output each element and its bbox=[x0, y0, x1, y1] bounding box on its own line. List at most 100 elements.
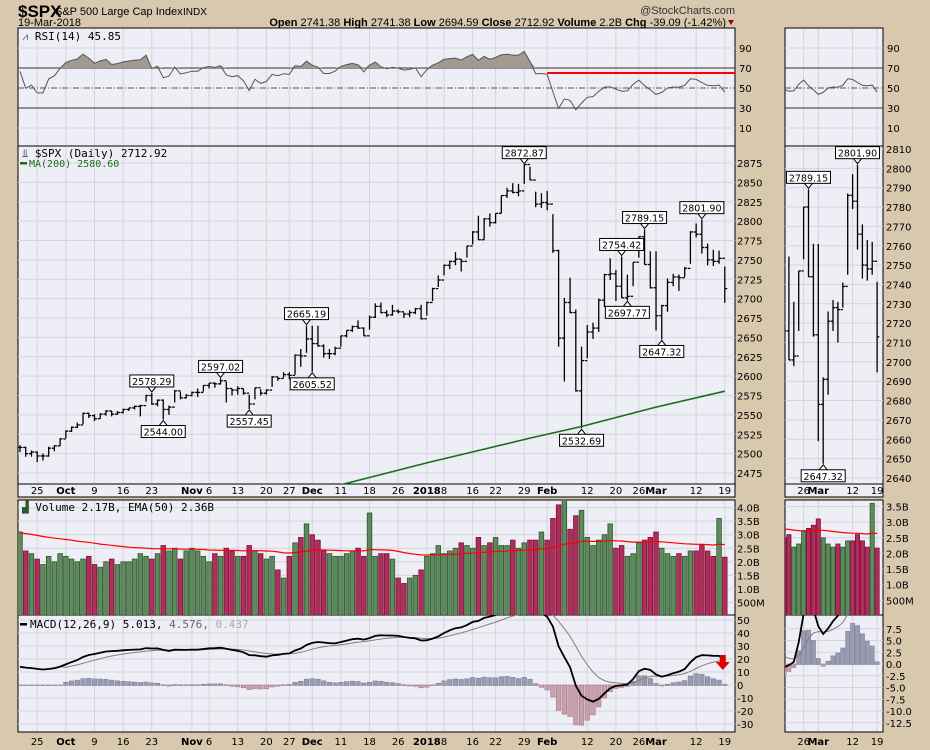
annotation-pointer bbox=[244, 409, 254, 416]
macd-histogram-bar bbox=[820, 663, 826, 667]
macd-signal-line bbox=[19, 615, 725, 685]
macd-histogram-bar bbox=[687, 675, 693, 686]
macd-histogram-bar bbox=[659, 684, 665, 687]
annotation-value: 2544.00 bbox=[144, 428, 183, 439]
annotation-value: 2557.45 bbox=[230, 417, 269, 428]
volume-bar bbox=[815, 518, 821, 615]
volume-bar bbox=[183, 550, 189, 615]
volume-bar bbox=[533, 539, 539, 615]
price-tick-label: 2700 bbox=[737, 295, 762, 306]
volume-bar bbox=[659, 547, 665, 615]
annotation-value: 2597.02 bbox=[201, 362, 240, 373]
volume-tick-label: 1.0B bbox=[737, 585, 760, 596]
volume-bar bbox=[487, 542, 493, 615]
price-tick-label: 2750 bbox=[737, 256, 762, 267]
mini-x-tick-label: 26 bbox=[797, 737, 810, 748]
macd-histogram-bar bbox=[395, 683, 401, 686]
annotation-box bbox=[559, 433, 605, 447]
volume-bar bbox=[504, 545, 510, 615]
x-tick-label: 27 bbox=[283, 737, 296, 748]
volume-bar bbox=[68, 558, 75, 615]
macd-histogram-bar bbox=[504, 676, 510, 686]
annotation-value: 2647.32 bbox=[642, 347, 681, 358]
annotation-value: 2801.90 bbox=[682, 204, 721, 215]
rsi-tick-label: 50 bbox=[887, 84, 900, 95]
volume-bar bbox=[567, 528, 573, 615]
volume-bar bbox=[412, 574, 419, 615]
x-tick-label: 18 bbox=[363, 737, 376, 748]
x-tick-label: 19 bbox=[718, 486, 731, 497]
volume-bar bbox=[200, 555, 207, 615]
mini-x-tick-label: 12 bbox=[846, 486, 859, 497]
volume-bar bbox=[114, 564, 121, 615]
price-annotation: 2544.00 bbox=[140, 419, 186, 439]
volume-bar bbox=[149, 558, 155, 615]
annotation-pointer bbox=[657, 339, 667, 346]
mini-price-panel bbox=[784, 145, 884, 498]
macd-histogram-bar bbox=[447, 679, 453, 686]
price-tick-label: 2725 bbox=[737, 275, 762, 286]
macd-tick-label: 30 bbox=[737, 642, 750, 653]
x-tick-label: 26 bbox=[632, 486, 645, 497]
price-panel bbox=[17, 145, 736, 498]
macd-histogram-bar bbox=[103, 679, 109, 686]
price-annotation: 2532.69 bbox=[559, 428, 605, 447]
x-tick-label: 22 bbox=[489, 486, 502, 497]
mini-volume-ema-line bbox=[785, 528, 878, 535]
volume-bar bbox=[544, 539, 550, 615]
volume-bar bbox=[810, 524, 816, 615]
macd-histogram-bar bbox=[653, 683, 659, 686]
rsi-tick-label: 10 bbox=[739, 124, 752, 135]
x-tick-label: Oct bbox=[56, 737, 75, 748]
x-tick-label: 25 bbox=[31, 486, 44, 497]
x-tick-label: 22 bbox=[489, 737, 502, 748]
macd-histogram-bar bbox=[527, 678, 533, 686]
ma200-label: MA(200) 2580.60 bbox=[29, 159, 119, 170]
volume-bar bbox=[578, 509, 585, 615]
volume-bar bbox=[326, 553, 333, 615]
volume-bar bbox=[498, 545, 505, 615]
macd-histogram-bar bbox=[464, 678, 470, 686]
macd-histogram-bar bbox=[642, 675, 648, 686]
macd-tick-label: 40 bbox=[737, 629, 750, 640]
macd-histogram-bar bbox=[835, 652, 841, 665]
annotation-pointer bbox=[147, 386, 157, 393]
volume-bar bbox=[869, 502, 875, 615]
macd-histogram-bar bbox=[791, 663, 797, 668]
volume-bar bbox=[51, 561, 58, 615]
mini-macd-tick-label: -7.5 bbox=[886, 695, 906, 706]
macd-histogram-bar bbox=[860, 633, 865, 665]
ma200-line bbox=[340, 390, 725, 484]
price-tick-label: 2775 bbox=[737, 237, 762, 248]
annotation-box bbox=[226, 414, 272, 428]
annotation-pointer bbox=[158, 419, 168, 426]
macd-histogram-bar bbox=[286, 684, 292, 686]
macd-tick-label: -10 bbox=[737, 694, 753, 705]
macd-histogram-bar bbox=[189, 684, 195, 686]
annotation-pointer bbox=[853, 158, 862, 165]
chart-date: 19-Mar-2018 bbox=[18, 17, 81, 29]
volume-bar bbox=[785, 537, 787, 615]
volume-bar bbox=[681, 555, 688, 615]
x-tick-label: Dec bbox=[302, 737, 323, 748]
x-tick-label: 25 bbox=[31, 737, 44, 748]
volume-bar bbox=[607, 523, 613, 615]
volume-bar bbox=[332, 555, 338, 615]
volume-tick-label: 3.5B bbox=[737, 517, 760, 528]
volume-bar bbox=[212, 553, 218, 615]
macd-histogram-bar bbox=[550, 684, 556, 698]
macd-histogram-bar bbox=[160, 684, 166, 686]
macd-histogram-bar bbox=[584, 684, 590, 721]
index-name: S&P 500 Large Cap Index bbox=[55, 6, 183, 18]
volume-bar bbox=[475, 537, 482, 615]
volume-bar bbox=[555, 504, 562, 615]
macd-histogram-bar bbox=[154, 683, 161, 686]
volume-bar bbox=[28, 553, 35, 615]
macd-histogram-bar bbox=[845, 631, 851, 665]
volume-bar bbox=[722, 556, 728, 615]
price-bars bbox=[18, 163, 728, 463]
volume-bar bbox=[859, 540, 865, 615]
x-tick-label: 23 bbox=[145, 737, 158, 748]
macd-histogram-bar bbox=[498, 676, 504, 686]
